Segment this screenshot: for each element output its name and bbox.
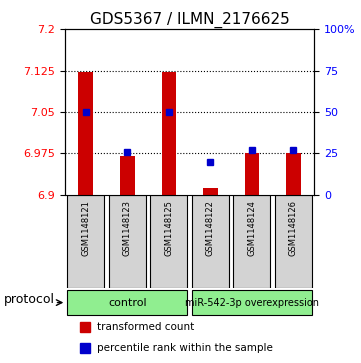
Text: GSM1148125: GSM1148125 [164,200,173,256]
Text: GSM1148121: GSM1148121 [81,200,90,256]
FancyBboxPatch shape [192,195,229,288]
FancyBboxPatch shape [233,195,270,288]
Text: GSM1148124: GSM1148124 [247,200,256,256]
Text: GSM1148122: GSM1148122 [206,200,215,256]
Text: miR-542-3p overexpression: miR-542-3p overexpression [185,298,319,307]
Text: GSM1148126: GSM1148126 [289,200,298,256]
Text: GSM1148123: GSM1148123 [123,200,132,256]
FancyBboxPatch shape [67,195,104,288]
FancyBboxPatch shape [192,290,312,315]
Bar [244,154,259,195]
FancyBboxPatch shape [150,195,187,288]
Text: percentile rank within the sample: percentile rank within the sample [97,343,273,353]
Bar [161,72,176,195]
Text: control: control [108,298,147,307]
Bar [78,72,93,195]
FancyBboxPatch shape [67,290,187,315]
Bar [286,154,301,195]
Text: protocol: protocol [4,293,55,306]
Title: GDS5367 / ILMN_2176625: GDS5367 / ILMN_2176625 [90,12,290,28]
Text: transformed count: transformed count [97,322,195,331]
Bar [203,188,218,195]
FancyBboxPatch shape [109,195,146,288]
Bar [120,156,135,195]
FancyBboxPatch shape [275,195,312,288]
